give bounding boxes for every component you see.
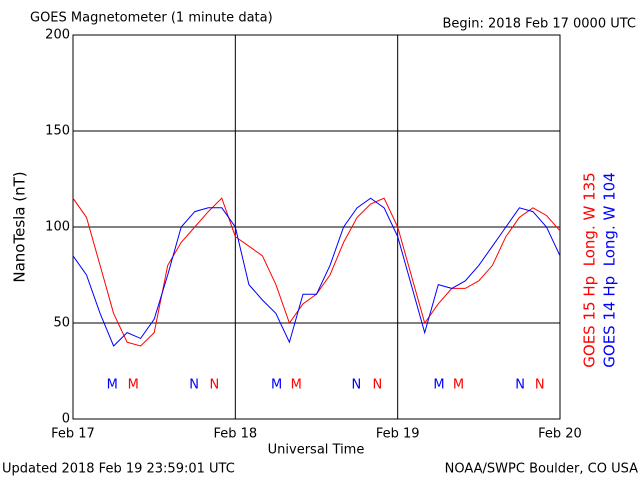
y-tick-label: 50	[53, 316, 70, 331]
y-tick-label: 150	[45, 124, 70, 139]
data-line	[72, 197, 561, 347]
y-tick-label: 0	[62, 412, 70, 427]
annotation: N	[515, 378, 525, 393]
annotation: N	[189, 378, 199, 393]
footer-right: NOAA/SWPC Boulder, CO USA	[445, 462, 638, 477]
data-line	[72, 197, 561, 347]
annotation: N	[535, 378, 545, 393]
annotation: M	[107, 378, 118, 393]
annotation: M	[271, 378, 282, 393]
chart-subtitle: Begin: 2018 Feb 17 0000 UTC	[442, 17, 636, 32]
chart-title: GOES Magnetometer (1 minute data)	[30, 11, 273, 26]
annotation: N	[352, 378, 362, 393]
legend-entry: GOES 14 Hp Long. W 104	[601, 172, 619, 367]
annotation: M	[128, 378, 139, 393]
y-tick-label: 200	[45, 28, 70, 43]
annotation: N	[209, 378, 219, 393]
x-axis-label: Universal Time	[268, 443, 365, 458]
y-tick-label: 100	[45, 220, 70, 235]
x-tick-label: Feb 20	[538, 427, 582, 442]
footer-left: Updated 2018 Feb 19 23:59:01 UTC	[2, 462, 235, 477]
annotation: M	[291, 378, 302, 393]
annotation: M	[433, 378, 444, 393]
annotation: M	[453, 378, 464, 393]
x-tick-label: Feb 19	[376, 427, 420, 442]
legend-entry: GOES 15 Hp Long. W 135	[581, 172, 599, 367]
annotation: N	[373, 378, 383, 393]
y-axis-label: NanoTesla (nT)	[11, 171, 29, 282]
x-tick-label: Feb 17	[51, 427, 95, 442]
x-tick-label: Feb 18	[213, 427, 257, 442]
